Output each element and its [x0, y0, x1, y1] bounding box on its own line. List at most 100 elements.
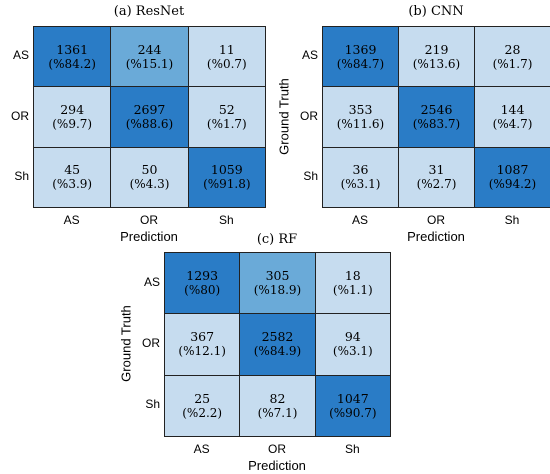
cnn-xlabel: Prediction	[407, 229, 465, 244]
cnn-count-r1-c1: 2546	[420, 101, 453, 117]
rf-count-r0-c2: 18	[344, 268, 361, 284]
resnet-percent-r0-c2: (%0.7)	[206, 56, 247, 71]
resnet-percent-r1-c0: (%9.7)	[52, 116, 93, 131]
resnet-xtick-1: OR	[139, 213, 158, 227]
rf-cell-r1-c1: 2582 (%84.9)	[239, 313, 316, 376]
resnet-xtick-0: AS	[63, 213, 80, 227]
rf-percent-r2-c2: (%90.7)	[329, 405, 377, 420]
rf-xtick-0: AS	[193, 442, 210, 456]
resnet-cell-r2-c0: 45 (%3.9)	[33, 146, 112, 208]
rf-count-r1-c2: 94	[344, 329, 361, 345]
cnn-cell-r2-c2: 1087 (%94.2)	[474, 146, 550, 208]
resnet-cell-r1-c2: 52 (%1.7)	[187, 86, 266, 148]
cnn-ytick-0: AS	[301, 48, 318, 63]
rf-cell-r2-c0: 25 (%2.2)	[164, 374, 241, 437]
rf-count-r0-c0: 1293	[186, 268, 219, 284]
cnn-ytick-1: OR	[300, 108, 318, 123]
resnet-xtick-2: Sh	[218, 213, 234, 227]
cnn-ylabel: Ground Truth	[276, 77, 292, 155]
resnet-count-r0-c1: 244	[137, 41, 162, 57]
resnet-count-r1-c2: 52	[218, 101, 235, 117]
rf-cell-r1-c0: 367 (%12.1)	[164, 313, 241, 376]
cnn-title: (b) CNN	[408, 4, 464, 19]
rf-percent-r0-c2: (%1.1)	[332, 283, 373, 298]
cnn-cell-r1-c2: 144 (%4.7)	[474, 86, 550, 148]
rf-title: (c) RF	[256, 232, 298, 247]
cnn-count-r1-c2: 144	[500, 101, 525, 117]
rf-xtick-2: Sh	[344, 442, 360, 456]
cnn-percent-r2-c0: (%3.1)	[340, 177, 381, 192]
resnet-title: (a) ResNet	[113, 4, 185, 19]
resnet-count-r0-c0: 1361	[56, 41, 89, 57]
rf-count-r1-c1: 2582	[261, 329, 294, 345]
resnet-count-r1-c1: 2697	[133, 101, 166, 117]
cnn-cell-r0-c2: 28 (%1.7)	[474, 26, 550, 88]
resnet-count-r1-c0: 294	[60, 101, 85, 117]
rf-count-r0-c1: 305	[265, 268, 290, 284]
resnet-ytick-1: OR	[11, 108, 29, 123]
cnn-xtick-1: OR	[427, 213, 445, 227]
resnet-count-r2-c1: 50	[141, 162, 158, 178]
resnet-percent-r1-c2: (%1.7)	[206, 116, 247, 131]
cnn-percent-r0-c1: (%13.6)	[412, 56, 461, 71]
rf-percent-r1-c2: (%3.1)	[332, 344, 373, 359]
resnet-cell-r0-c1: 244 (%15.1)	[110, 26, 189, 88]
cnn-count-r2-c0: 36	[352, 162, 369, 178]
resnet-cell-r2-c1: 50 (%4.3)	[110, 146, 189, 208]
cnn-count-r2-c1: 31	[428, 162, 445, 178]
resnet-count-r2-c0: 45	[64, 162, 81, 178]
rf-cell-r2-c1: 82 (%7.1)	[239, 374, 316, 437]
resnet-count-r2-c2: 1059	[210, 162, 243, 178]
rf-ytick-0: AS	[143, 274, 160, 289]
resnet-ytick-0: AS	[12, 48, 29, 63]
cnn-xtick-0: AS	[351, 213, 368, 227]
resnet-cell-r0-c2: 11 (%0.7)	[187, 26, 266, 88]
rf-cell-r0-c2: 18 (%1.1)	[314, 252, 391, 315]
resnet-cell-r0-c0: 1361 (%84.2)	[33, 26, 112, 88]
resnet-percent-r1-c1: (%88.6)	[125, 116, 174, 131]
rf-percent-r2-c0: (%2.2)	[182, 405, 223, 420]
cnn-cell-r0-c0: 1369 (%84.7)	[322, 26, 399, 88]
rf-cell-r0-c1: 305 (%18.9)	[239, 252, 316, 315]
cnn-ytick-2: Sh	[303, 168, 318, 183]
cnn-percent-r1-c0: (%11.6)	[336, 116, 385, 131]
resnet-percent-r2-c1: (%4.3)	[129, 177, 170, 192]
rf-cell-r0-c0: 1293 (%80)	[164, 252, 241, 315]
cnn-count-r2-c2: 1087	[496, 162, 529, 178]
resnet-cell-r2-c2: 1059 (%91.8)	[187, 146, 266, 208]
rf-percent-r0-c1: (%18.9)	[253, 283, 302, 298]
rf-ylabel: Ground Truth	[118, 305, 134, 382]
rf-cell-r2-c2: 1047 (%90.7)	[314, 374, 391, 437]
resnet-ytick-2: Sh	[14, 168, 29, 183]
cnn-percent-r1-c2: (%4.7)	[492, 116, 533, 131]
rf-percent-r1-c1: (%84.9)	[253, 344, 302, 359]
cnn-percent-r2-c2: (%94.2)	[488, 177, 537, 192]
rf-xtick-1: OR	[267, 442, 286, 456]
cnn-percent-r2-c1: (%2.7)	[416, 177, 457, 192]
cnn-cell-r1-c0: 353 (%11.6)	[322, 86, 399, 148]
resnet-percent-r2-c2: (%91.8)	[203, 177, 251, 192]
rf-count-r2-c0: 25	[194, 390, 211, 406]
cnn-percent-r0-c2: (%1.7)	[492, 56, 533, 71]
rf-cell-r1-c2: 94 (%3.1)	[314, 313, 391, 376]
resnet-percent-r0-c1: (%15.1)	[125, 56, 174, 71]
rf-percent-r1-c0: (%12.1)	[178, 344, 226, 359]
resnet-percent-r2-c0: (%3.9)	[52, 177, 93, 192]
rf-count-r2-c1: 82	[269, 390, 286, 406]
cnn-count-r0-c1: 219	[424, 41, 449, 57]
cnn-percent-r0-c0: (%84.7)	[336, 56, 385, 71]
cnn-count-r0-c0: 1369	[344, 41, 377, 57]
resnet-cell-r1-c1: 2697 (%88.6)	[110, 86, 189, 148]
resnet-ylabel: Ground Truth	[0, 77, 3, 155]
rf-percent-r2-c1: (%7.1)	[257, 405, 298, 420]
resnet-count-r0-c2: 11	[218, 41, 235, 57]
rf-count-r2-c2: 1047	[336, 390, 369, 406]
cnn-cell-r1-c1: 2546 (%83.7)	[398, 86, 475, 148]
cnn-cell-r2-c0: 36 (%3.1)	[322, 146, 399, 208]
rf-count-r1-c0: 367	[190, 329, 215, 345]
resnet-cell-r1-c0: 294 (%9.7)	[33, 86, 112, 148]
cnn-count-r1-c0: 353	[348, 101, 373, 117]
cnn-cell-r2-c1: 31 (%2.7)	[398, 146, 475, 208]
cnn-cell-r0-c1: 219 (%13.6)	[398, 26, 475, 88]
rf-xlabel: Prediction	[248, 458, 306, 473]
